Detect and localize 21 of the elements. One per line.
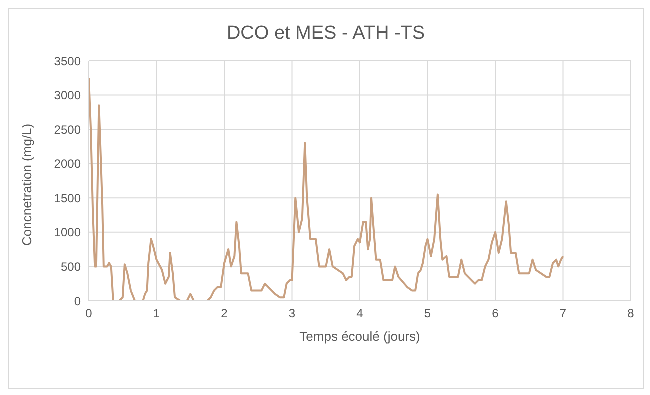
y-tick-label: 3000 [54,88,82,103]
line-series [89,77,564,301]
y-axis-title: Concnetration (mg/L) [20,124,35,246]
x-axis-title: Temps écoulé (jours) [300,329,420,344]
x-tick-label: 3 [288,306,296,321]
y-tick-label: 500 [60,260,82,274]
x-tick-label: 5 [424,306,432,321]
x-tick-label: 0 [86,306,93,321]
y-tick-label: 3500 [54,54,82,68]
x-tick-label: 1 [153,306,160,321]
x-tick-label: 4 [356,306,364,321]
y-tick-label: 1500 [54,191,82,206]
x-tick-label: 6 [492,306,500,321]
y-tick-label: 2000 [54,157,82,172]
y-tick-label: 2500 [54,122,82,137]
x-tick-label: 7 [560,306,567,321]
y-tick-label: 0 [74,294,82,308]
y-tick-label: 1000 [54,226,82,240]
chart-title: DCO et MES - ATH -TS [226,23,426,46]
x-tick-label: 8 [628,306,635,321]
x-tick-label: 2 [221,306,228,321]
